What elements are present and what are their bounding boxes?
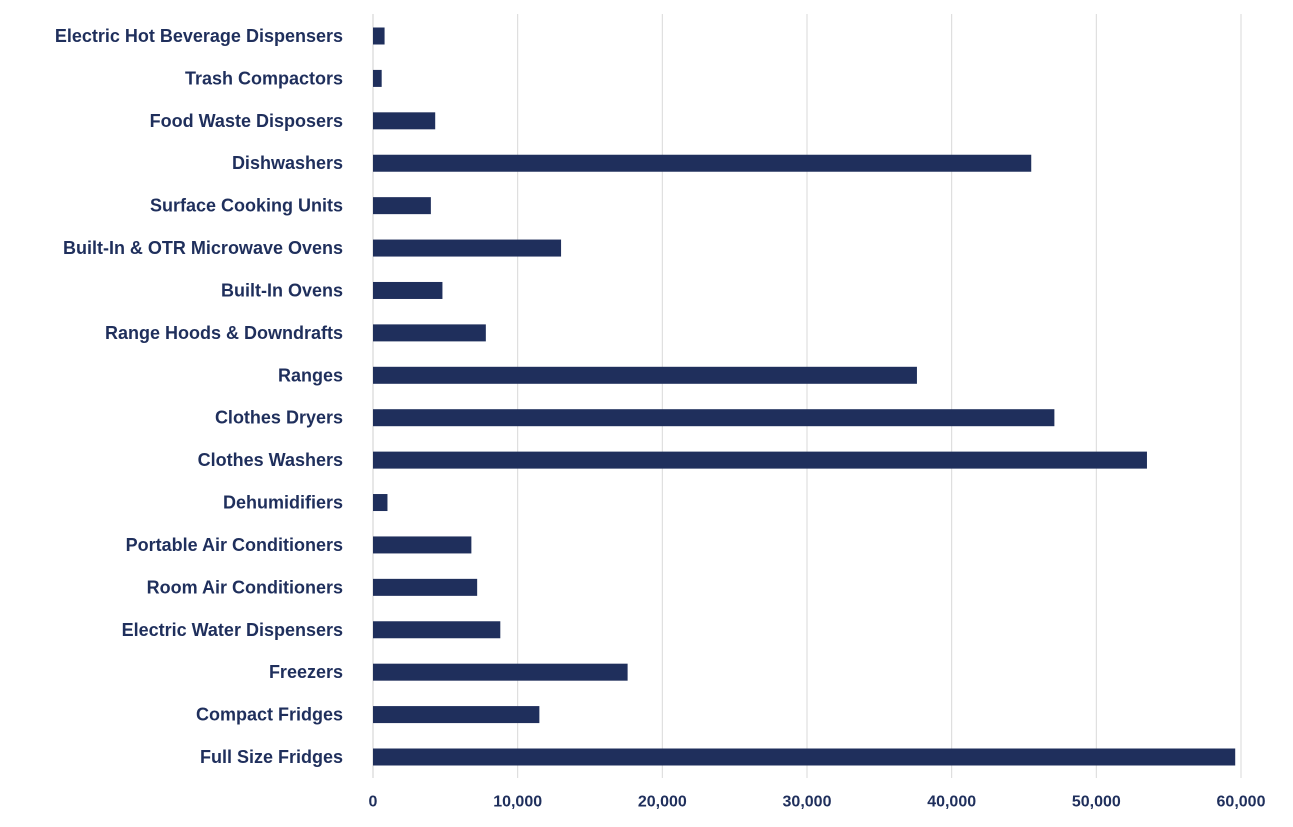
category-label: Dehumidifiers [223, 493, 343, 513]
x-axis-tick-labels: 0 10,000 20,000 30,000 40,000 50,000 60,000 [369, 794, 1266, 811]
bar [373, 451, 1147, 469]
category-label: Compact Fridges [196, 705, 343, 725]
x-tick-label: 30,000 [783, 794, 832, 811]
bar [373, 621, 501, 639]
category-label: Electric Water Dispensers [122, 620, 343, 640]
bar [373, 706, 540, 724]
category-label: Freezers [269, 662, 343, 682]
bar [373, 239, 562, 257]
bar [373, 366, 917, 384]
category-label: Range Hoods & Downdrafts [105, 323, 343, 343]
category-label: Clothes Washers [198, 450, 343, 470]
bar [373, 69, 382, 87]
x-tick-label: 50,000 [1072, 794, 1121, 811]
category-label: Electric Hot Beverage Dispensers [55, 26, 343, 46]
category-label: Dishwashers [232, 153, 343, 173]
bar [373, 281, 443, 299]
x-tick-label: 20,000 [638, 794, 687, 811]
bar [373, 112, 436, 130]
bar [373, 494, 388, 512]
bar [373, 578, 478, 596]
bar [373, 536, 472, 554]
category-label: Trash Compactors [185, 68, 343, 88]
bar [373, 409, 1055, 427]
category-label: Ranges [278, 365, 343, 385]
bar [373, 748, 1236, 766]
category-label: Clothes Dryers [215, 408, 343, 428]
bar [373, 663, 628, 681]
bars [373, 27, 1236, 766]
category-label: Portable Air Conditioners [126, 535, 343, 555]
category-label: Surface Cooking Units [150, 196, 343, 216]
x-tick-label: 40,000 [927, 794, 976, 811]
category-label: Room Air Conditioners [147, 577, 343, 597]
gridlines [372, 14, 1242, 778]
bar [373, 197, 431, 215]
category-label: Built-In & OTR Microwave Ovens [63, 238, 343, 258]
category-label: Food Waste Disposers [150, 111, 343, 131]
bar [373, 27, 385, 45]
category-label: Full Size Fridges [200, 747, 343, 767]
x-tick-label: 10,000 [493, 794, 542, 811]
category-label: Built-In Ovens [221, 280, 343, 300]
category-labels: Electric Hot Beverage Dispensers Trash Co… [55, 26, 343, 767]
bar [373, 154, 1032, 172]
x-tick-label: 60,000 [1217, 794, 1266, 811]
bar [373, 324, 486, 342]
x-tick-label: 0 [369, 794, 378, 811]
